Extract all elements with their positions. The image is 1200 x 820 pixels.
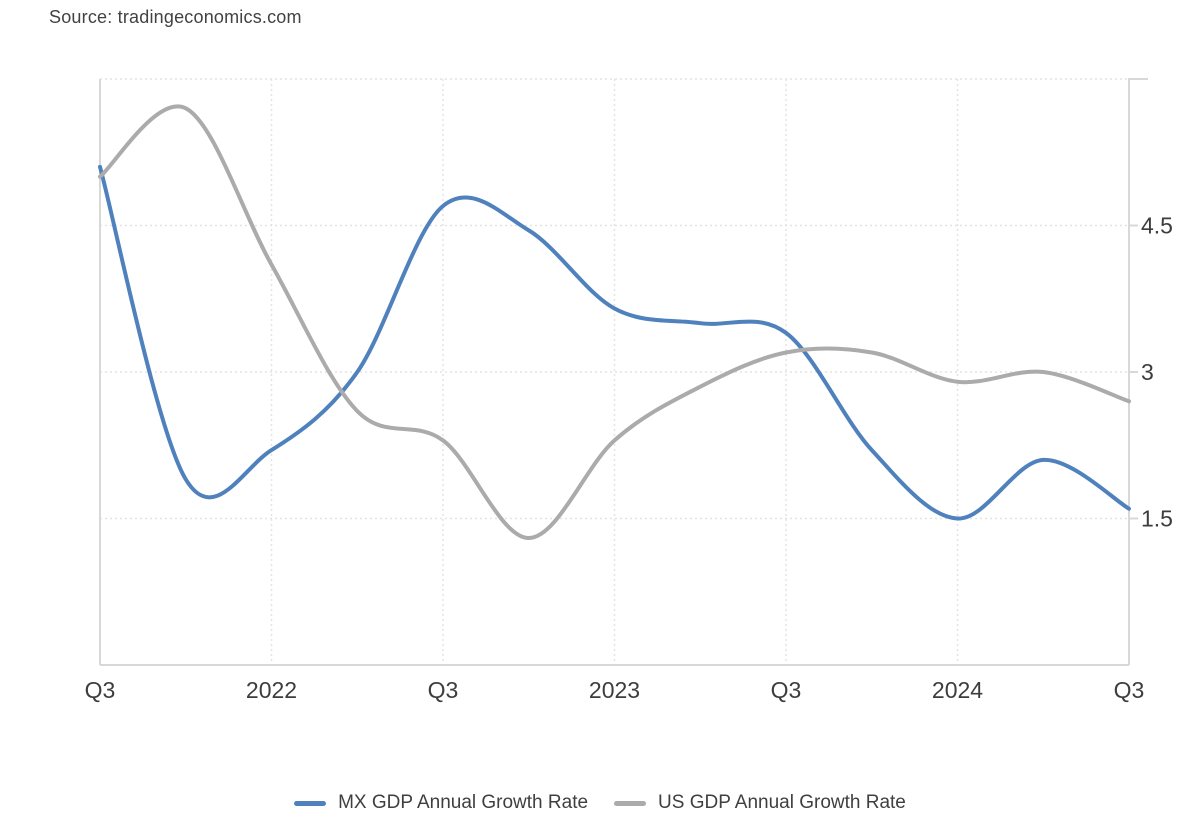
y-axis-label: 4.5	[1141, 213, 1173, 239]
x-axis-label: 2023	[589, 677, 640, 703]
y-axis-label: 1.5	[1141, 506, 1173, 532]
x-axis-label: Q3	[771, 677, 802, 703]
legend-item-mx[interactable]: MX GDP Annual Growth Rate	[294, 792, 588, 814]
x-axis-label: 2022	[246, 677, 297, 703]
y-axis-label: 3	[1141, 359, 1154, 385]
mx-series-label: MX GDP Annual Growth Rate	[338, 792, 589, 813]
x-axis-label: Q3	[85, 677, 116, 703]
us-series-swatch	[614, 800, 647, 806]
legend-item-us[interactable]: US GDP Annual Growth Rate	[614, 792, 906, 814]
us-series-label: US GDP Annual Growth Rate	[658, 792, 906, 813]
x-axis-label: Q3	[428, 677, 459, 703]
x-axis-label: Q3	[1114, 677, 1145, 703]
source-note: Source: tradingeconomics.com	[49, 7, 302, 27]
mx-series-line	[98, 164, 1131, 521]
x-axis-label: 2024	[932, 677, 983, 703]
mx-series-swatch	[294, 800, 327, 806]
us-series-line	[98, 104, 1131, 540]
gdp-growth-chart: 4.5 3 1.5 Q3 2022 Q3 2023 Q3 2024 Q3	[0, 0, 1200, 745]
chart-legend: MX GDP Annual Growth Rate US GDP Annual …	[0, 792, 1200, 814]
chart-canvas[interactable]: 4.5 3 1.5 Q3 2022 Q3 2023 Q3 2024 Q3	[0, 0, 1200, 745]
